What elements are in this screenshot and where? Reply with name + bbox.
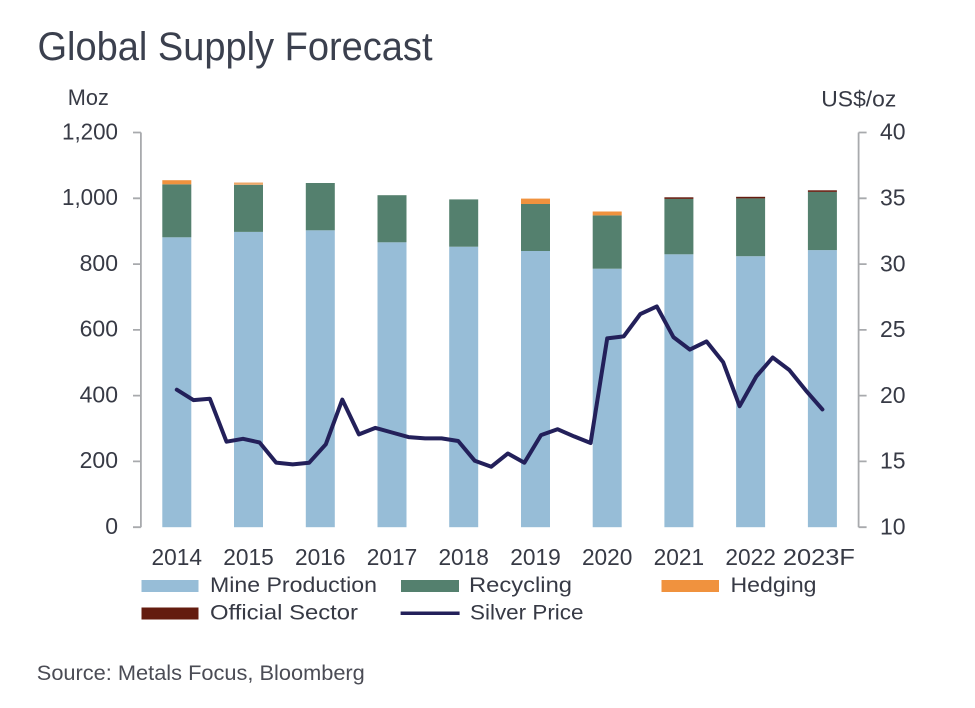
svg-text:2020: 2020 <box>582 544 633 570</box>
svg-text:2021: 2021 <box>654 544 705 570</box>
svg-text:40: 40 <box>880 119 906 145</box>
svg-text:Mine Production: Mine Production <box>210 573 377 597</box>
svg-text:800: 800 <box>80 250 118 276</box>
svg-text:2018: 2018 <box>438 544 489 570</box>
svg-text:Silver Price: Silver Price <box>470 601 584 625</box>
svg-text:1,200: 1,200 <box>62 118 118 144</box>
svg-text:US$/oz: US$/oz <box>821 86 896 111</box>
svg-text:10: 10 <box>880 513 906 539</box>
svg-text:1,000: 1,000 <box>62 184 118 210</box>
svg-text:2014: 2014 <box>152 544 203 570</box>
svg-text:35: 35 <box>880 185 906 211</box>
svg-text:25: 25 <box>880 316 906 342</box>
svg-text:15: 15 <box>880 448 906 474</box>
svg-text:Official Sector: Official Sector <box>210 601 358 625</box>
svg-text:2023F: 2023F <box>783 544 855 570</box>
svg-text:400: 400 <box>80 381 118 407</box>
svg-text:Hedging: Hedging <box>731 573 817 597</box>
svg-text:Moz: Moz <box>68 85 109 110</box>
svg-text:0: 0 <box>105 513 118 539</box>
svg-text:20: 20 <box>880 382 906 408</box>
svg-text:2022: 2022 <box>725 544 776 570</box>
svg-text:2015: 2015 <box>223 544 274 570</box>
svg-text:30: 30 <box>880 250 906 276</box>
svg-text:Global Supply Forecast: Global Supply Forecast <box>38 25 433 69</box>
svg-text:200: 200 <box>80 447 118 473</box>
svg-text:2017: 2017 <box>367 544 418 570</box>
svg-text:2016: 2016 <box>295 544 346 570</box>
svg-text:Source: Metals Focus, Bloomber: Source: Metals Focus, Bloomberg <box>37 662 365 685</box>
svg-text:2019: 2019 <box>510 544 561 570</box>
svg-text:Recycling: Recycling <box>469 573 572 597</box>
svg-text:600: 600 <box>80 316 118 342</box>
